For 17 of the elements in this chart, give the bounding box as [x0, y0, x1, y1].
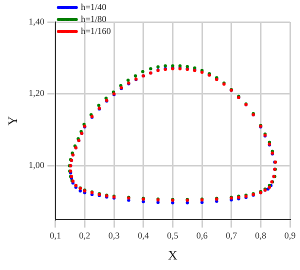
x-tick-label: 0,3	[108, 230, 120, 240]
y-tick-label: 1,20	[28, 88, 45, 98]
x-tick-label: 0,9	[284, 230, 296, 240]
x-axis-title: X	[168, 248, 178, 263]
legend-label: h=1/80	[80, 14, 107, 24]
x-tick-label: 0,5	[167, 230, 179, 240]
x-tick-label: 0,4	[138, 230, 150, 240]
y-tick-label: 1,00	[28, 160, 45, 170]
legend-label: h=1/160	[80, 26, 112, 36]
legend-label: h=1/40	[80, 2, 107, 12]
x-tick-label: 0,6	[196, 230, 208, 240]
x-tick-label: 0,7	[226, 230, 238, 240]
y-tick-label: 1,40	[28, 16, 45, 26]
y-axis-title: Y	[5, 115, 20, 126]
x-tick-label: 0,1	[50, 230, 61, 240]
x-tick-label: 0,2	[79, 230, 90, 240]
x-tick-label: 0,8	[255, 230, 267, 240]
